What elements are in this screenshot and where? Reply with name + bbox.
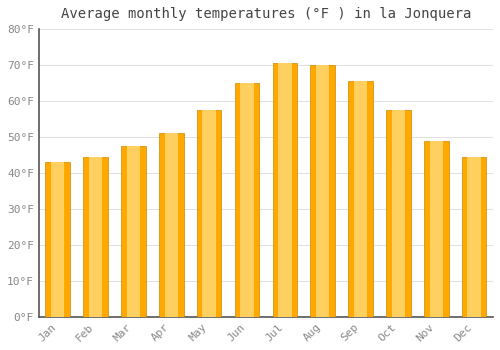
Bar bbox=[126, 146, 140, 317]
Bar bbox=[462, 157, 486, 317]
Bar bbox=[164, 133, 178, 317]
Bar bbox=[310, 65, 335, 317]
Title: Average monthly temperatures (°F ) in la Jonquera: Average monthly temperatures (°F ) in la… bbox=[60, 7, 471, 21]
Bar bbox=[51, 162, 64, 317]
Bar bbox=[159, 133, 184, 317]
Bar bbox=[386, 110, 410, 317]
Bar bbox=[354, 81, 368, 317]
Bar bbox=[89, 157, 102, 317]
Bar bbox=[46, 162, 70, 317]
Bar bbox=[197, 110, 222, 317]
Bar bbox=[240, 83, 254, 317]
Bar bbox=[392, 110, 405, 317]
Bar bbox=[468, 157, 481, 317]
Bar bbox=[430, 141, 443, 317]
Bar bbox=[316, 65, 330, 317]
Bar bbox=[234, 83, 260, 317]
Bar bbox=[348, 81, 373, 317]
Bar bbox=[121, 146, 146, 317]
Bar bbox=[84, 157, 108, 317]
Bar bbox=[202, 110, 216, 317]
Bar bbox=[278, 63, 291, 317]
Bar bbox=[272, 63, 297, 317]
Bar bbox=[424, 141, 448, 317]
